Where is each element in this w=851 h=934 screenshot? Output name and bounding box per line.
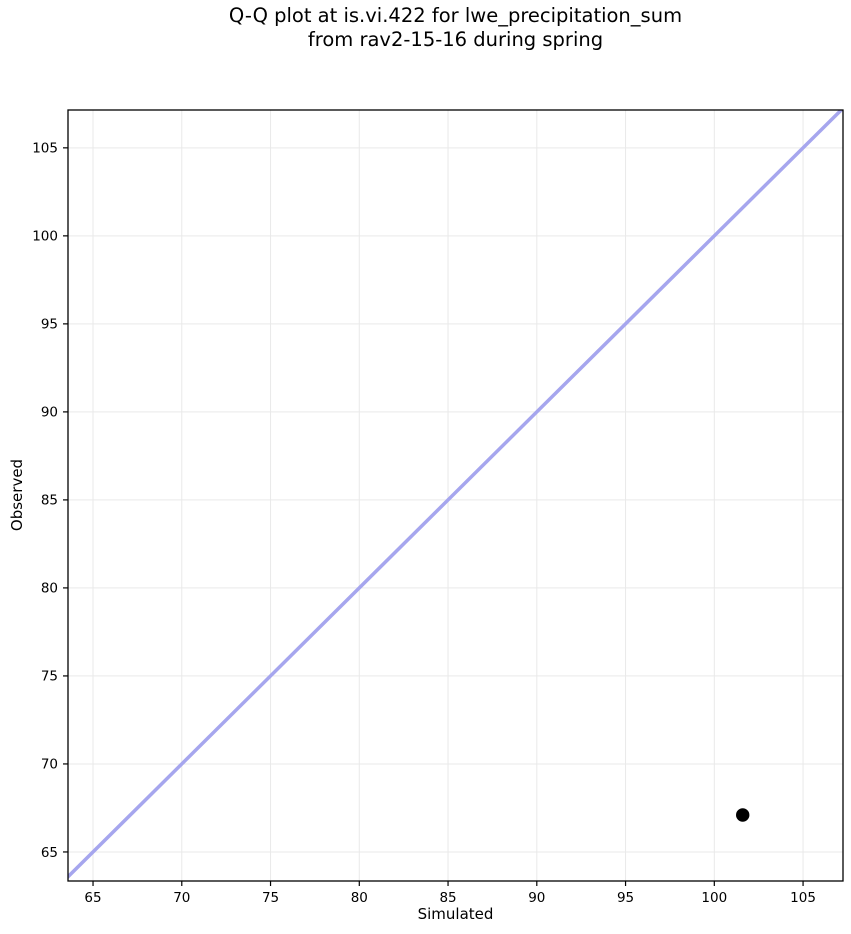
x-tick-label: 90: [528, 890, 545, 906]
y-tick-label: 90: [41, 405, 58, 421]
y-tick-label: 105: [32, 141, 58, 157]
y-tick-label: 80: [41, 581, 58, 597]
x-tick-label: 100: [701, 890, 727, 906]
x-tick-label: 75: [262, 890, 279, 906]
x-tick-label: 70: [173, 890, 190, 906]
x-tick-label: 80: [351, 890, 368, 906]
x-tick-label: 105: [790, 890, 816, 906]
identity-line: [68, 110, 843, 880]
chart-title-line1: Q-Q plot at is.vi.422 for lwe_precipitat…: [228, 4, 683, 27]
y-tick-label: 85: [41, 493, 58, 509]
y-axis-label: Observed: [8, 458, 26, 532]
y-tick-label: 65: [41, 845, 58, 861]
y-tick-label: 70: [41, 757, 58, 773]
x-axis-label: Simulated: [417, 905, 494, 923]
chart-title: Q-Q plot at is.vi.422 for lwe_precipitat…: [68, 4, 843, 52]
chart-title-line2: from rav2-15-16 during spring: [307, 28, 604, 51]
x-tick-label: 95: [617, 890, 634, 906]
axes-frame: [67, 109, 844, 882]
y-tick-label: 95: [41, 317, 58, 333]
y-tick-label: 100: [32, 229, 58, 245]
quantile-point: [736, 808, 750, 822]
y-tick-label: 75: [41, 669, 58, 685]
x-tick-label: 65: [84, 890, 101, 906]
x-tick-label: 85: [439, 890, 456, 906]
